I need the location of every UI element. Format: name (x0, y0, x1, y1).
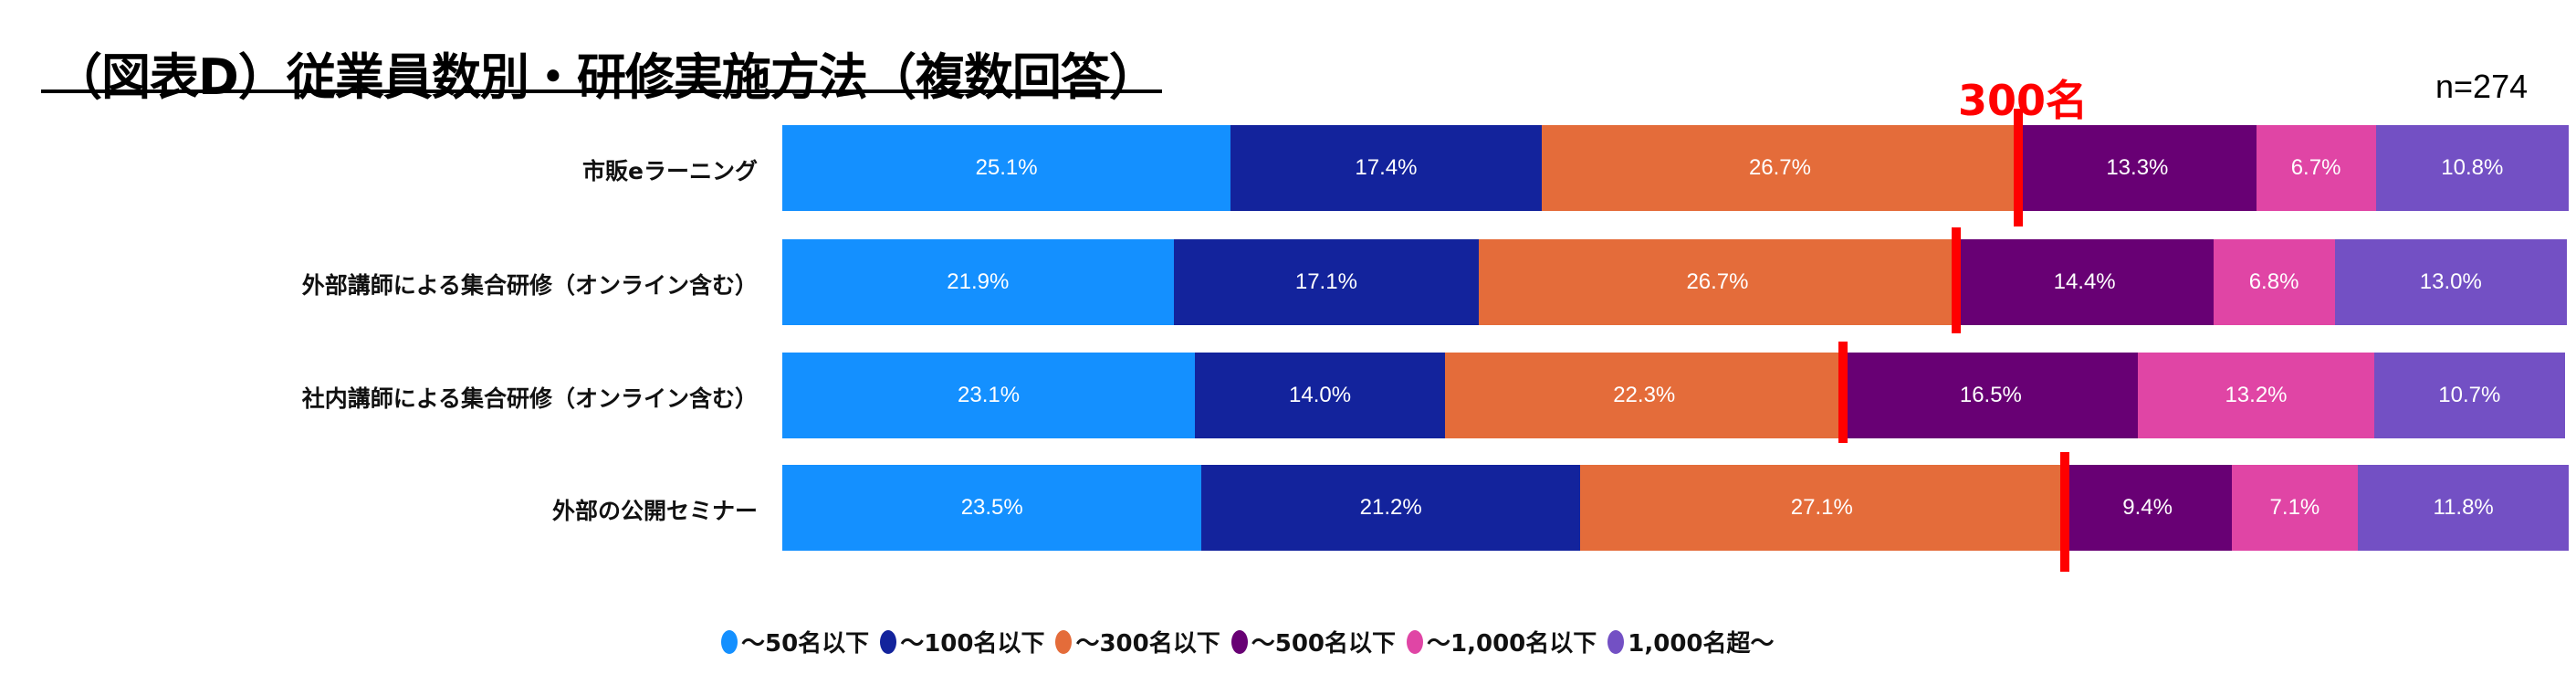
legend-dot-icon (1607, 629, 1625, 654)
category-label: 市販eラーニング (582, 158, 758, 184)
bar-segment: 26.7% (1479, 239, 1956, 325)
bar-segment: 7.1% (2231, 465, 2359, 551)
legend-dot-icon (880, 629, 897, 654)
category-label: 外部講師による集合研修（オンライン含む） (301, 272, 758, 299)
legend-label: ～50名以下 (741, 630, 870, 658)
legend-item: ～300名以下 (1055, 625, 1220, 658)
legend-dot-icon (1407, 629, 1424, 654)
legend-item: ～1,000名以下 (1407, 625, 1597, 658)
bar-segment: 27.1% (1579, 465, 2064, 551)
category-label: 外部の公開セミナー (551, 498, 758, 524)
bar-segment: 16.5% (1843, 353, 2139, 438)
bar-segment: 17.1% (1173, 239, 1480, 325)
legend-item: 1,000名超～ (1607, 625, 1775, 658)
bar-segment: 23.1% (782, 353, 1196, 438)
stacked-bar: 21.9% 17.1% 26.7% 14.4% 6.8% 13.0% (782, 239, 2569, 325)
threshold-line-300 (2014, 109, 2024, 226)
legend: ～50名以下 ～100名以下 ～300名以下 ～500名以下 ～1,000名以下 1,00… (721, 625, 1785, 658)
bar-segment: 26.7% (1541, 125, 2019, 211)
bar-segment: 10.7% (2373, 353, 2566, 438)
bar-segment: 23.5% (782, 465, 1202, 551)
bar-segment: 10.8% (2375, 125, 2569, 211)
bar-segment: 13.2% (2138, 353, 2374, 438)
bar-segment: 13.0% (2334, 239, 2567, 325)
threshold-line-300 (2060, 452, 2070, 572)
legend-dot-icon (1055, 629, 1073, 654)
bar-segment: 6.7% (2256, 125, 2376, 211)
legend-label: ～1,000名以下 (1427, 630, 1597, 658)
legend-label: ～300名以下 (1075, 630, 1220, 658)
bar-segment: 25.1% (782, 125, 1231, 211)
threshold-line-300 (1838, 342, 1848, 443)
bar-segment: 6.8% (2213, 239, 2335, 325)
legend-item: ～100名以下 (880, 625, 1044, 658)
sample-size: n=274 (2435, 68, 2529, 105)
legend-dot-icon (721, 629, 738, 654)
bar-segment: 21.2% (1201, 465, 1580, 551)
bar-segment: 13.3% (2018, 125, 2257, 211)
stacked-bar: 23.1% 14.0% 22.3% 16.5% 13.2% 10.7% (782, 353, 2569, 438)
stacked-bar: 25.1% 17.4% 26.7% 13.3% 6.7% 10.8% (782, 125, 2569, 211)
threshold-line-300 (1951, 227, 1961, 333)
legend-label: ～100名以下 (900, 630, 1045, 658)
bar-segment: 14.4% (1955, 239, 2214, 325)
legend-item: ～50名以下 (721, 625, 869, 658)
bar-segment: 17.4% (1230, 125, 1542, 211)
legend-label: 1,000名超～ (1628, 630, 1775, 658)
bar-segment: 22.3% (1445, 353, 1844, 438)
bar-segment: 21.9% (782, 239, 1174, 325)
stacked-bar: 23.5% 21.2% 27.1% 9.4% 7.1% 11.8% (782, 465, 2569, 551)
bar-segment: 11.8% (2358, 465, 2569, 551)
chart-title: （図表D）従業員数別・研修実施方法（複数回答） (53, 48, 1158, 106)
title-underline (41, 90, 1162, 93)
legend-dot-icon (1230, 629, 1248, 654)
legend-label: ～500名以下 (1251, 630, 1397, 658)
bar-segment: 14.0% (1195, 353, 1446, 438)
bar-segment: 9.4% (2063, 465, 2232, 551)
category-label: 社内講師による集合研修（オンライン含む） (301, 385, 758, 412)
legend-item: ～500名以下 (1230, 625, 1397, 658)
